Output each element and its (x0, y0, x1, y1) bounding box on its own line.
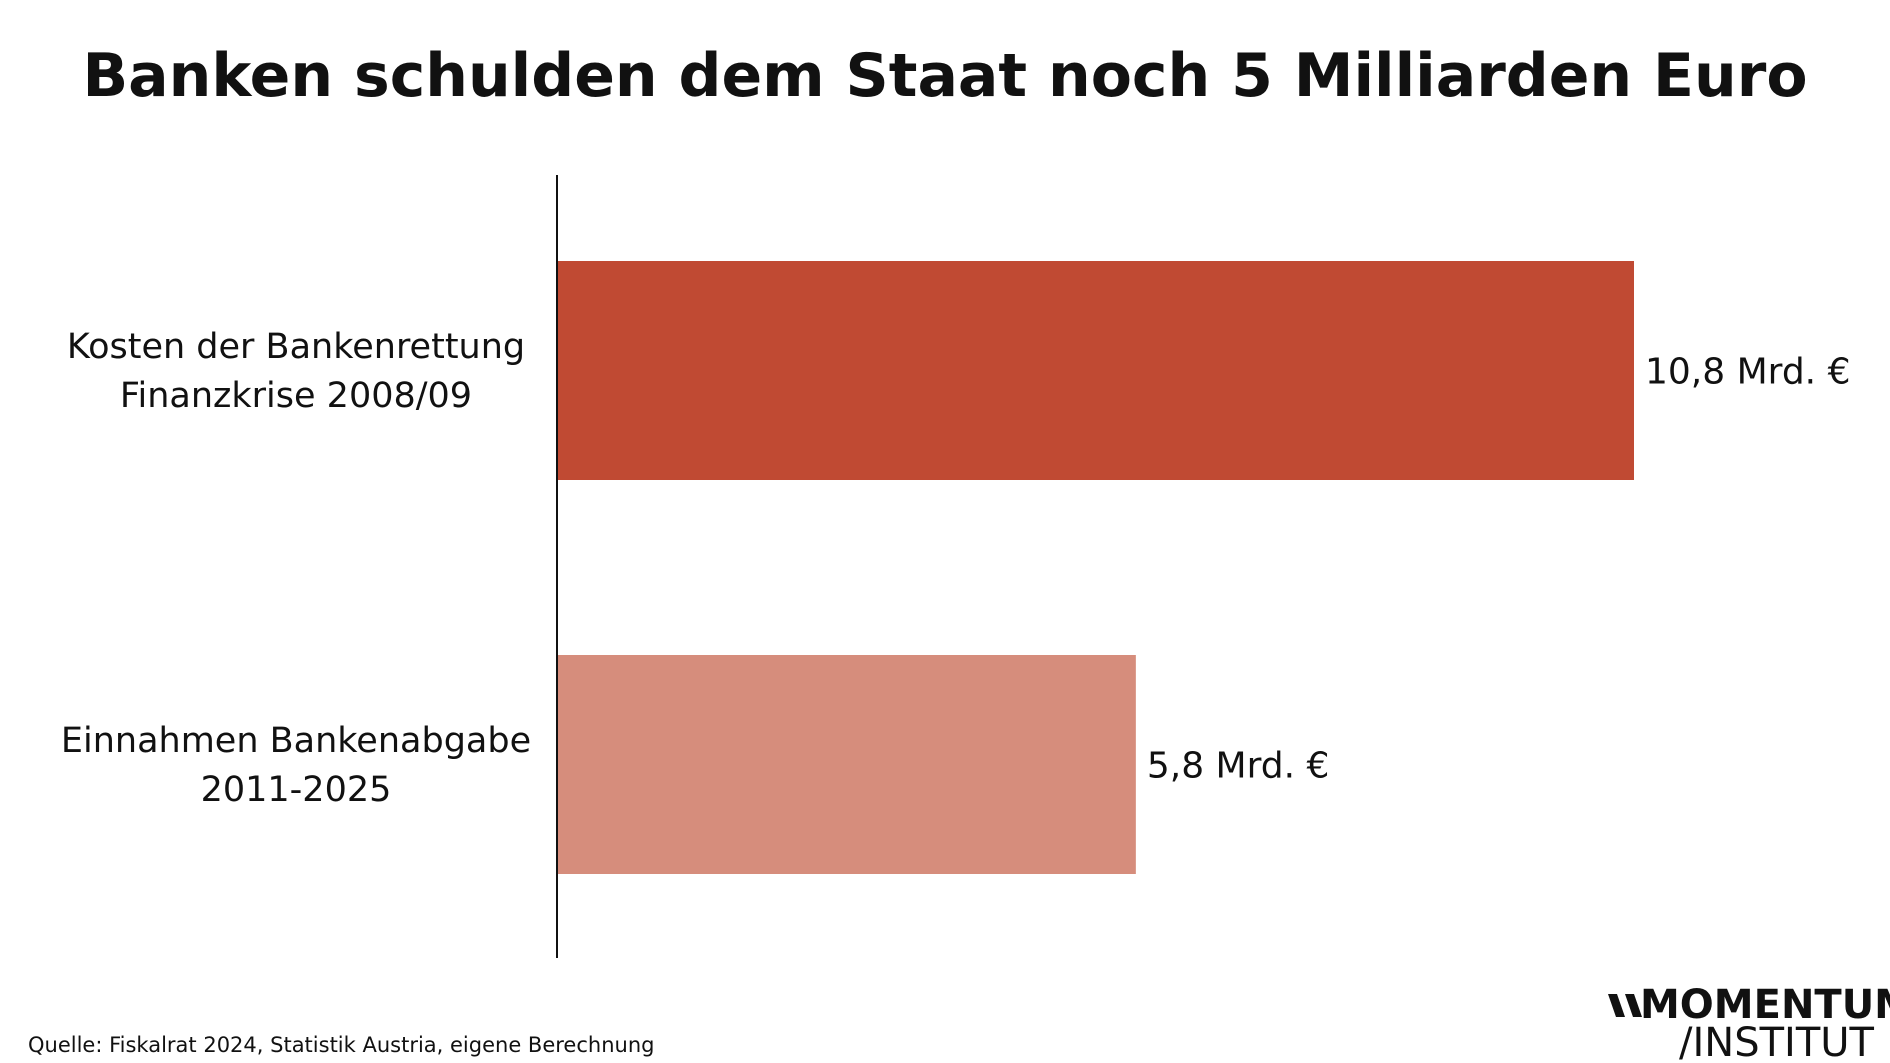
logo-line-2: /INSTITUT (1679, 1020, 1875, 1063)
bar-1 (558, 261, 1634, 480)
category-label-2-line-2: 2011-2025 (201, 770, 392, 810)
category-label-2: Einnahmen Bankenabgabe 2011-2025 (61, 721, 531, 810)
logo-line-1: MOMENTUM (1640, 982, 1890, 1028)
chart-title: Banken schulden dem Staat noch 5 Milliar… (82, 41, 1807, 111)
logo-slash-mark (1608, 994, 1642, 1017)
category-label-1-line-2: Finanzkrise 2008/09 (120, 376, 472, 416)
momentum-institut-logo: MOMENTUM /INSTITUT (1608, 982, 1890, 1063)
category-label-1-line-1: Kosten der Bankenrettung (67, 327, 525, 367)
value-label-1: 10,8 Mrd. € (1645, 352, 1850, 393)
bar-2 (558, 655, 1136, 874)
source-note: Quelle: Fiskalrat 2024, Statistik Austri… (28, 1033, 654, 1057)
category-label-2-line-1: Einnahmen Bankenabgabe (61, 721, 531, 761)
category-label-1: Kosten der Bankenrettung Finanzkrise 2008… (67, 327, 525, 416)
bars-group: 10,8 Mrd. € Kosten der Bankenrettung Finan… (61, 261, 1850, 874)
value-label-2: 5,8 Mrd. € (1147, 746, 1330, 787)
